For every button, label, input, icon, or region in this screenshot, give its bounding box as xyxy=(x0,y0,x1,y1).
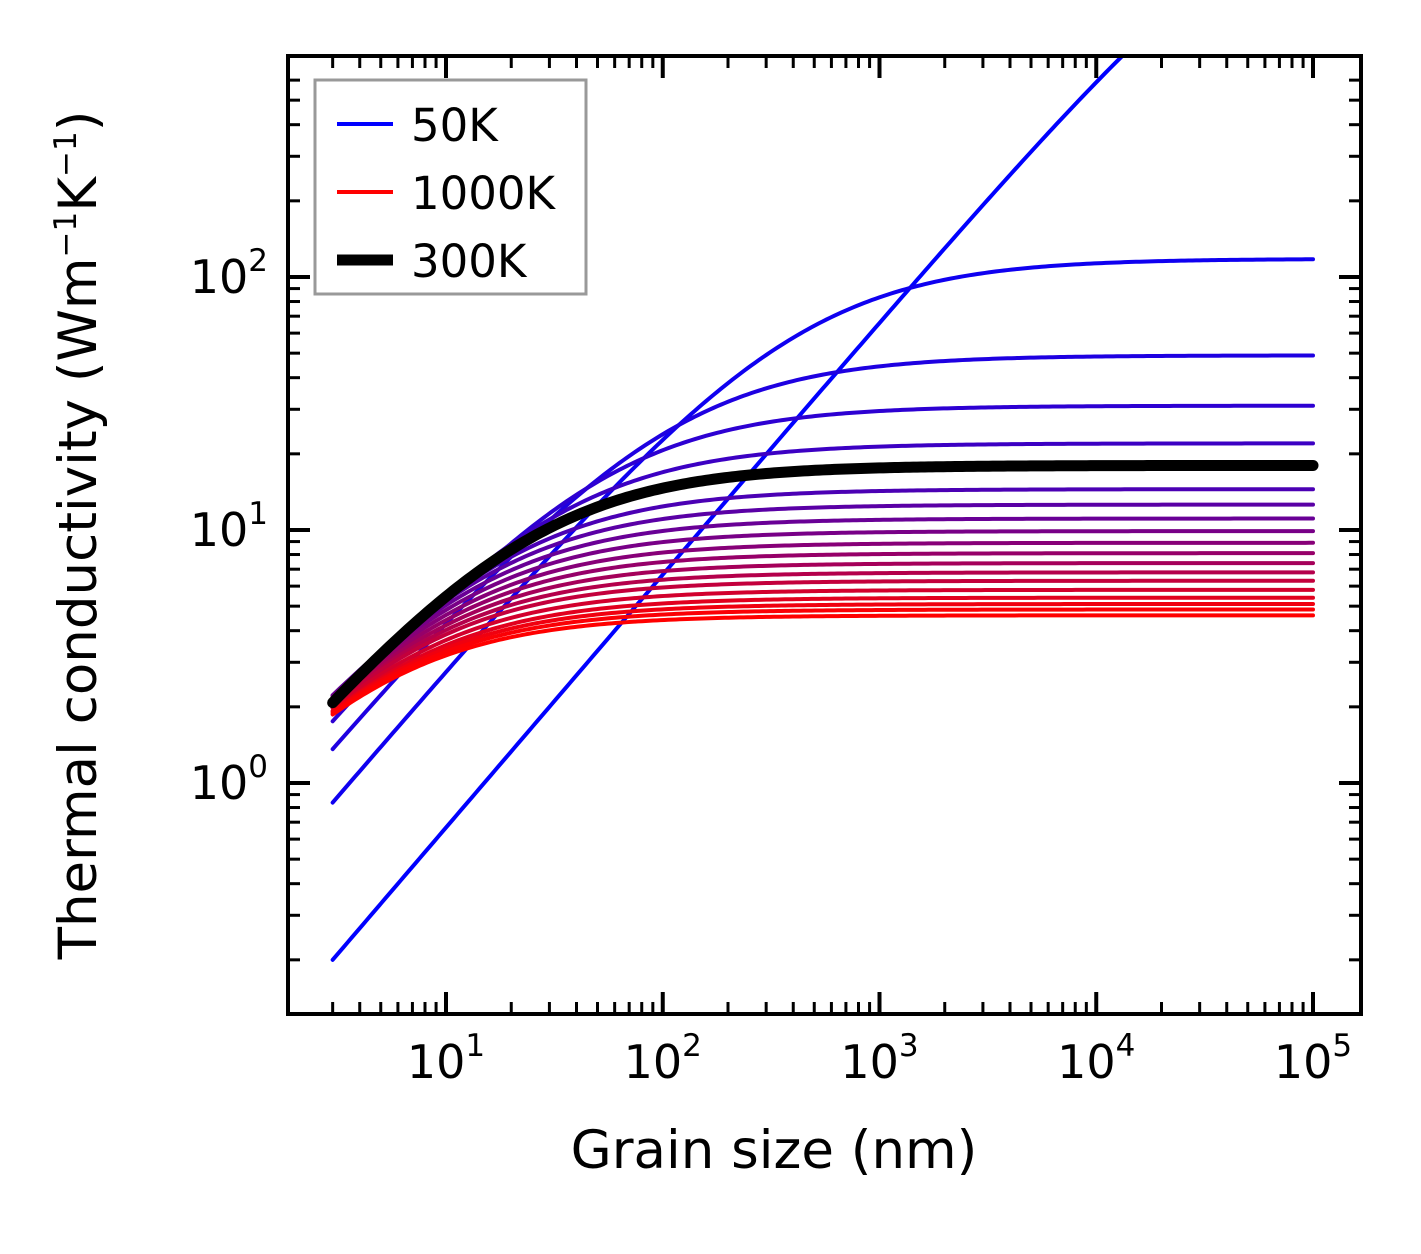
curve-800k xyxy=(330,587,1315,711)
curve-group xyxy=(327,56,1319,962)
curve-950k xyxy=(330,607,1315,716)
tick-marks xyxy=(288,56,1361,1014)
legend-entry-1000k-label: 1000K xyxy=(411,167,557,220)
curve-1000k xyxy=(330,613,1315,717)
curve-750k xyxy=(330,578,1315,708)
curve-900k xyxy=(330,601,1315,714)
curve-400k xyxy=(330,502,1315,698)
curve-450k xyxy=(330,516,1315,698)
curve-550k xyxy=(330,540,1315,700)
x-tick-label-0: 101 xyxy=(407,1028,485,1089)
y-tick-label-1: 101 xyxy=(190,496,268,557)
curve-700k xyxy=(330,570,1315,706)
curve-850k xyxy=(330,595,1315,713)
legend-entry-300k-label: 300K xyxy=(411,235,528,288)
x-tick-label-2: 103 xyxy=(840,1028,918,1089)
curve-650k xyxy=(330,561,1315,704)
curve-600k xyxy=(330,551,1315,702)
x-axis-title: Grain size (nm) xyxy=(571,1120,978,1181)
legend-items: 50K 1000K 300K xyxy=(337,99,557,288)
curve-300k xyxy=(327,459,1319,709)
plot-frame xyxy=(286,54,1363,1016)
legend-entry-50k-label: 50K xyxy=(411,99,499,152)
legend: 50K 1000K 300K xyxy=(313,78,588,296)
curve-500k xyxy=(330,529,1315,699)
curve-50k xyxy=(330,56,1126,962)
